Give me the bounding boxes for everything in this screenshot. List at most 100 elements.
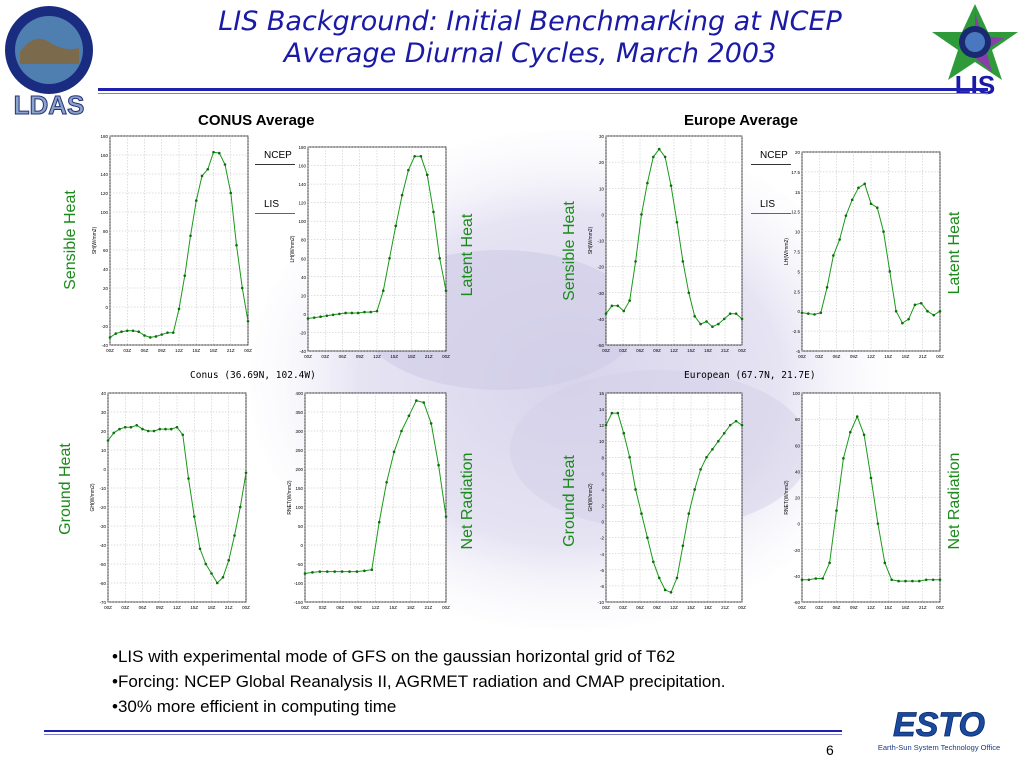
data-point (869, 202, 873, 206)
data-point (687, 512, 691, 515)
data-point (863, 182, 867, 186)
y-tick-label: -2 (600, 536, 604, 541)
data-point (198, 547, 202, 551)
data-point (325, 570, 329, 573)
data-point (876, 522, 880, 525)
data-point (444, 515, 448, 518)
data-point (907, 317, 910, 321)
data-point (838, 238, 841, 241)
x-tick-label: 03Z (123, 348, 131, 353)
x-tick-label: 03Z (619, 348, 627, 353)
x-tick-label: 00Z (242, 605, 250, 610)
data-point (129, 425, 133, 429)
data-point (204, 562, 208, 566)
data-point (238, 505, 242, 509)
data-point (394, 224, 398, 228)
y-tick-label: 160 (100, 153, 108, 158)
data-point (800, 578, 804, 582)
y-tick-label: 5 (797, 269, 800, 274)
y-tick-label: -40 (597, 317, 604, 322)
data-point (206, 167, 210, 171)
y-tick-label: 120 (100, 191, 108, 196)
y-tick-label: -6 (600, 568, 604, 573)
y-tick-label: -60 (793, 600, 800, 605)
data-point (855, 415, 859, 418)
x-tick-label: 00Z (301, 605, 309, 610)
data-point (663, 588, 667, 592)
y-tick-label: 50 (298, 524, 304, 529)
data-point (918, 579, 921, 583)
data-point (340, 570, 344, 573)
bullet-item: •LIS with experimental mode of GFS on th… (112, 647, 676, 666)
x-tick-label: 21Z (721, 348, 729, 353)
data-point (681, 544, 685, 548)
y-tick-label: 14 (599, 407, 605, 412)
esto-logo-text: ESTO (893, 706, 985, 744)
y-tick-label: 0 (303, 312, 306, 317)
region-header-conus: CONUS Average (198, 112, 315, 129)
data-point (897, 579, 900, 583)
data-point (177, 307, 181, 311)
data-point (911, 579, 914, 583)
data-point (210, 572, 213, 575)
x-tick-label: 00Z (602, 348, 610, 353)
y-tick-label: 0 (797, 522, 800, 527)
data-point (235, 243, 238, 247)
data-point (646, 181, 649, 185)
data-point (806, 312, 810, 315)
data-point (112, 431, 116, 435)
y-tick-label: 60 (103, 248, 109, 253)
data-point (350, 311, 354, 315)
data-point (687, 291, 691, 295)
y-tick-label: -40 (101, 343, 108, 348)
data-point (919, 301, 923, 305)
y-tick-label: -20 (99, 505, 106, 510)
data-point (740, 317, 744, 321)
data-point (429, 422, 433, 425)
chart-europe-latent-heat: -5 -2.5 0 2.5 5 7.5 10 12.5 15 17.5 20 00Z 03Z 06Z 09Z… (784, 150, 944, 359)
data-point (344, 311, 347, 315)
x-tick-label: 00Z (738, 348, 746, 353)
data-point (862, 433, 866, 437)
data-point (734, 419, 738, 423)
y-tick-label: 20 (101, 429, 107, 434)
chart-conus-latent-heat: -40 -20 0 20 40 60 80 100 120 140 160 180 00Z 03Z 06Z 0… (290, 145, 450, 359)
data-point (740, 423, 744, 427)
y-tick-label: 10 (599, 439, 605, 444)
location-caption-europe: European (67.7N, 21.7E) (684, 370, 816, 381)
y-tick-label: -150 (294, 600, 304, 605)
y-tick-label: 0 (601, 212, 604, 217)
y-axis-label: SH(W/mm2) (588, 226, 594, 254)
y-tick-label: -20 (101, 324, 108, 329)
data-point (152, 429, 156, 433)
y-tick-label: 40 (101, 391, 107, 396)
y-tick-label: 17.5 (791, 170, 800, 175)
data-point (813, 313, 816, 316)
data-point (857, 186, 860, 190)
y-tick-label: 60 (795, 443, 801, 448)
y-tick-label: 120 (298, 201, 306, 206)
data-point (154, 335, 158, 338)
x-tick-label: 12Z (670, 605, 678, 610)
legend-ncep-europe: NCEP (760, 150, 788, 161)
bullet-item: •30% more efficient in computing time (112, 697, 397, 716)
footer-divider (44, 730, 842, 732)
x-tick-label: 21Z (721, 605, 729, 610)
x-tick-label: 03Z (121, 605, 129, 610)
data-point (705, 456, 708, 459)
x-tick-label: 12Z (867, 605, 875, 610)
data-point (388, 256, 391, 260)
x-tick-label: 15Z (389, 605, 397, 610)
legend-ncep-conus-line (255, 164, 295, 165)
y-tick-label: -10 (597, 239, 604, 244)
data-point (108, 336, 112, 339)
y-tick-label: -2.5 (792, 329, 800, 334)
data-point (143, 334, 146, 337)
x-tick-label: 06Z (336, 605, 344, 610)
data-point (842, 457, 845, 460)
data-point (711, 325, 714, 329)
data-point (348, 570, 351, 573)
x-tick-label: 00Z (738, 605, 746, 610)
y-tick-label: 0 (601, 520, 604, 525)
y-tick-label: 4 (601, 487, 604, 492)
